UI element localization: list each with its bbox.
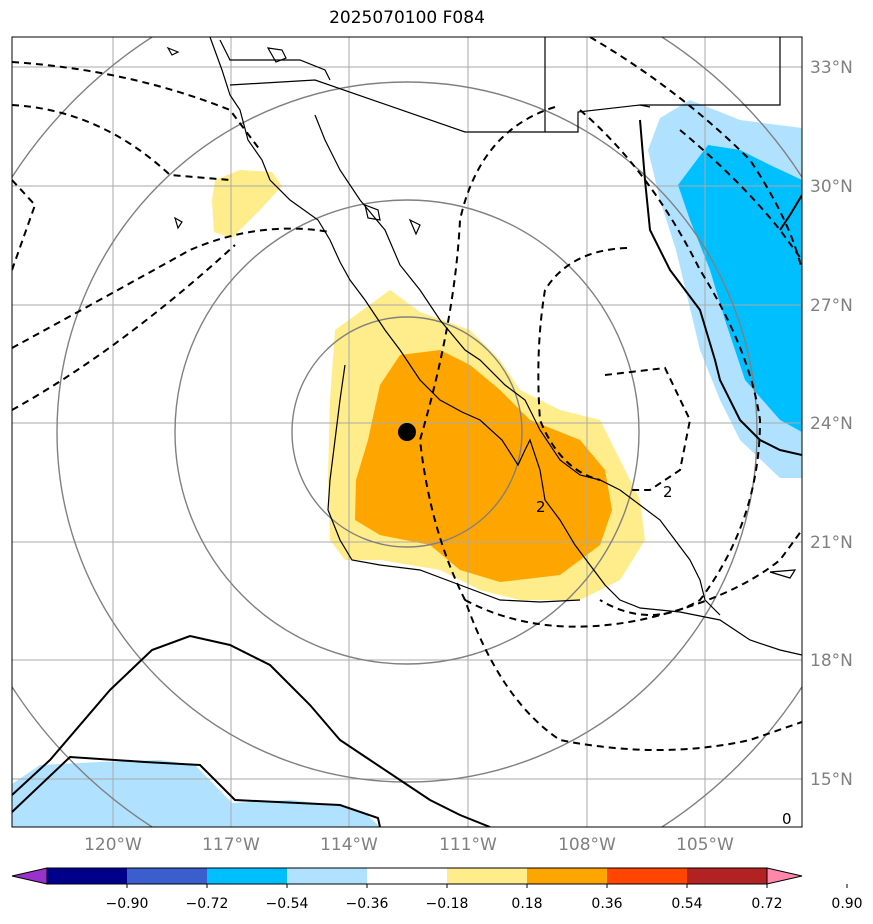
colorbar-tick-label: −0.90	[106, 896, 149, 912]
map-plot-area	[12, 37, 802, 827]
gulf-east-coast	[314, 114, 721, 616]
negative-anomaly-medium	[678, 145, 802, 432]
lon-label: 114°W	[320, 835, 378, 855]
colorbar-cell	[287, 868, 368, 884]
north-baja	[219, 39, 331, 81]
lat-label: 15°N	[810, 770, 853, 790]
colorbar-cells	[47, 868, 768, 884]
map-title: 2025070100 F084	[329, 8, 485, 28]
contour-label: 2	[663, 483, 673, 501]
island-1	[266, 47, 287, 63]
latitude-labels: 33°N 30°N 27°N 24°N 21°N 18°N 15°N	[810, 58, 853, 790]
colorbar: −0.90 −0.72 −0.54 −0.36 −0.18 0.18 0.36 0.54 0.7…	[11, 867, 863, 912]
contour-label: 2	[536, 498, 546, 516]
lon-label: 108°W	[558, 835, 616, 855]
contour-label: 0	[782, 810, 792, 828]
colorbar-ticks: −0.90 −0.72 −0.54 −0.36 −0.18 0.18 0.36 0.54 0.7…	[106, 884, 863, 912]
island-4	[769, 569, 797, 579]
colorbar-cell	[527, 868, 608, 884]
colorbar-tick-label: 0.18	[511, 896, 542, 912]
storm-center-marker	[398, 423, 416, 441]
shading-layer	[12, 100, 802, 827]
lon-label: 111°W	[439, 835, 497, 855]
lon-label: 120°W	[84, 835, 142, 855]
graticule	[12, 37, 802, 827]
lat-label: 30°N	[810, 177, 853, 197]
border-ne2	[640, 37, 781, 106]
colorbar-tick-label: −0.36	[346, 896, 389, 912]
colorbar-tick-label: 0.36	[591, 896, 622, 912]
colorbar-tick-label: −0.72	[186, 896, 229, 912]
island-5	[173, 216, 183, 230]
lon-label: 105°W	[676, 835, 734, 855]
colorbar-tick-label: 0.54	[671, 896, 702, 912]
colorbar-cell	[447, 868, 528, 884]
island-3	[408, 218, 421, 236]
colorbar-outline	[46, 867, 768, 885]
longitude-labels: 120°W 117°W 114°W 111°W 108°W 105°W	[84, 835, 734, 855]
negative-anomaly-south	[12, 760, 380, 827]
lat-label: 21°N	[810, 533, 853, 553]
lat-label: 24°N	[810, 414, 853, 434]
lat-label: 18°N	[810, 651, 853, 671]
island-6	[166, 46, 180, 56]
positive-anomaly-orange	[355, 350, 612, 582]
lon-label: 117°W	[202, 835, 260, 855]
mainland-coast	[209, 37, 802, 656]
colorbar-tick-label: 0.90	[831, 896, 862, 912]
lat-label: 33°N	[810, 58, 853, 78]
west-baja-coast	[327, 364, 581, 603]
island-2	[364, 204, 381, 221]
colorbar-cell	[607, 868, 688, 884]
colorbar-cell	[367, 868, 448, 884]
colorbar-extend-min	[11, 867, 48, 885]
zero-contour	[12, 119, 802, 827]
colorbar-extend-max	[766, 867, 803, 885]
colorbar-tick-label: −0.54	[266, 896, 309, 912]
range-rings	[12, 37, 802, 827]
map-frame	[11, 36, 803, 828]
colorbar-cell	[127, 868, 208, 884]
colorbar-cell	[47, 868, 128, 884]
positive-anomaly-light-2	[212, 170, 282, 238]
lat-label: 27°N	[810, 296, 853, 316]
colorbar-tick-label: −0.18	[426, 896, 469, 912]
dashed-contours	[12, 37, 802, 751]
coastlines	[166, 37, 802, 656]
colorbar-cell	[207, 868, 288, 884]
colorbar-cell	[687, 868, 768, 884]
colorbar-tick-label: 0.72	[751, 896, 782, 912]
